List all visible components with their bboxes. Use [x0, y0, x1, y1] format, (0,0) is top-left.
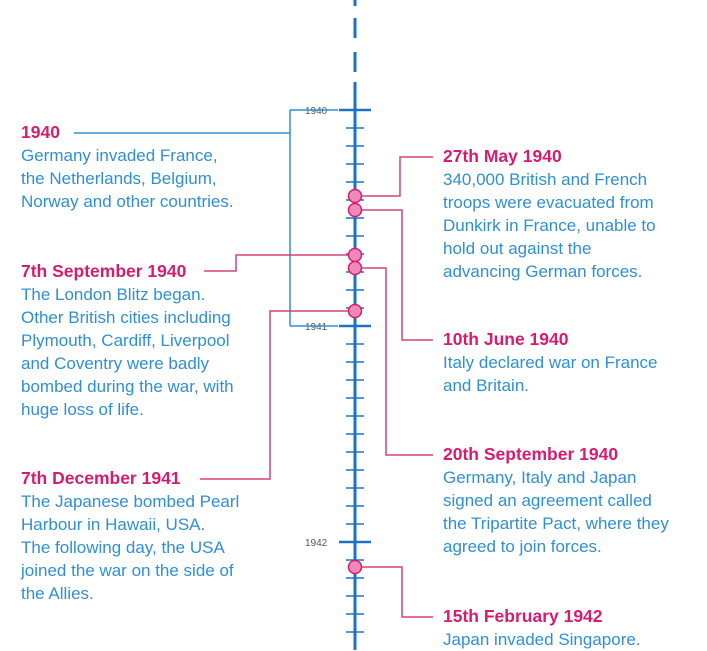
description-line: Germany, Italy and Japan [443, 468, 637, 487]
marker-sep1940-pact[interactable] [347, 260, 363, 276]
marker-may1940[interactable] [347, 188, 363, 204]
connector-jun1940 [355, 209, 433, 341]
description-line: Dunkirk in France, unable to [443, 216, 656, 235]
event-description: The Japanese bombed Pearl Harbour in Haw… [21, 490, 239, 605]
event-20-september-1940: 20th September 1940 Germany, Italy and J… [443, 443, 669, 558]
event-description: Italy declared war on France and Britain… [443, 351, 658, 397]
description-line: 340,000 British and French [443, 170, 648, 189]
event-title: 15th February 1942 [443, 606, 603, 626]
description-line: Other British cities including [21, 308, 231, 327]
year-label-1942: 1942 [305, 538, 328, 549]
event-1940: 1940 Germany invaded France, the Netherl… [21, 121, 234, 213]
description-line: joined the war on the side of [21, 561, 234, 580]
description-line: Norway and other countries. [21, 192, 234, 211]
event-title: 7th September 1940 [21, 261, 187, 281]
description-line: the Tripartite Pact, where they [443, 514, 669, 533]
connector-sep1940 [204, 254, 355, 272]
event-7-september-1940: 7th September 1940 The London Blitz bega… [21, 260, 234, 421]
year-label-1940: 1940 [305, 106, 328, 117]
description-line: signed an agreement called [443, 491, 652, 510]
marker-feb1942[interactable] [347, 559, 363, 575]
description-line: Plymouth, Cardiff, Liverpool [21, 331, 230, 350]
event-title: 20th September 1940 [443, 444, 619, 464]
event-7-december-1941: 7th December 1941 The Japanese bombed Pe… [21, 467, 239, 605]
description-line: agreed to join forces. [443, 537, 602, 556]
connector-may1940 [355, 156, 433, 197]
event-27-may-1940: 27th May 1940 340,000 British and French… [443, 145, 656, 283]
event-description: Germany, Italy and Japan signed an agree… [443, 466, 669, 558]
event-title: 27th May 1940 [443, 146, 562, 166]
connector-sep1940-pact [355, 267, 433, 456]
description-line: the Allies. [21, 584, 94, 603]
description-line: The Japanese bombed Pearl [21, 492, 240, 511]
event-15-february-1942: 15th February 1942 Japan invaded Singapo… [443, 605, 641, 651]
event-title: 10th June 1940 [443, 329, 569, 349]
event-description: 340,000 British and French troops were e… [443, 168, 656, 283]
event-title: 1940 [21, 122, 60, 142]
description-line: troops were evacuated from [443, 193, 654, 212]
connector-dec1941 [200, 310, 355, 480]
event-description: Japan invaded Singapore. [443, 628, 641, 651]
description-line: the Netherlands, Belgium, [21, 169, 217, 188]
description-line: bombed during the war, with [21, 377, 234, 396]
connector-feb1942 [355, 566, 433, 618]
event-description: The London Blitz began. Other British ci… [21, 283, 234, 421]
description-line: Germany invaded France, [21, 146, 218, 165]
event-10-june-1940: 10th June 1940 Italy declared war on Fra… [443, 328, 658, 397]
description-line: Italy declared war on France [443, 353, 658, 372]
connector-1940-bracket [74, 109, 338, 327]
event-description: Germany invaded France, the Netherlands,… [21, 144, 234, 213]
description-line: Japan invaded Singapore. [443, 630, 641, 649]
description-line: and Coventry were badly [21, 354, 210, 373]
description-line: The London Blitz began. [21, 285, 206, 304]
marker-jun1940[interactable] [347, 202, 363, 218]
description-line: advancing German forces. [443, 262, 643, 281]
marker-dec1941[interactable] [347, 303, 363, 319]
year-label-1941: 1941 [305, 322, 328, 333]
description-line: Harbour in Hawaii, USA. [21, 515, 206, 534]
description-line: hold out against the [443, 239, 592, 258]
description-line: huge loss of life. [21, 400, 144, 419]
marker-sep1940[interactable] [347, 247, 363, 263]
event-title: 7th December 1941 [21, 468, 181, 488]
description-line: The following day, the USA [21, 538, 225, 557]
description-line: and Britain. [443, 376, 529, 395]
